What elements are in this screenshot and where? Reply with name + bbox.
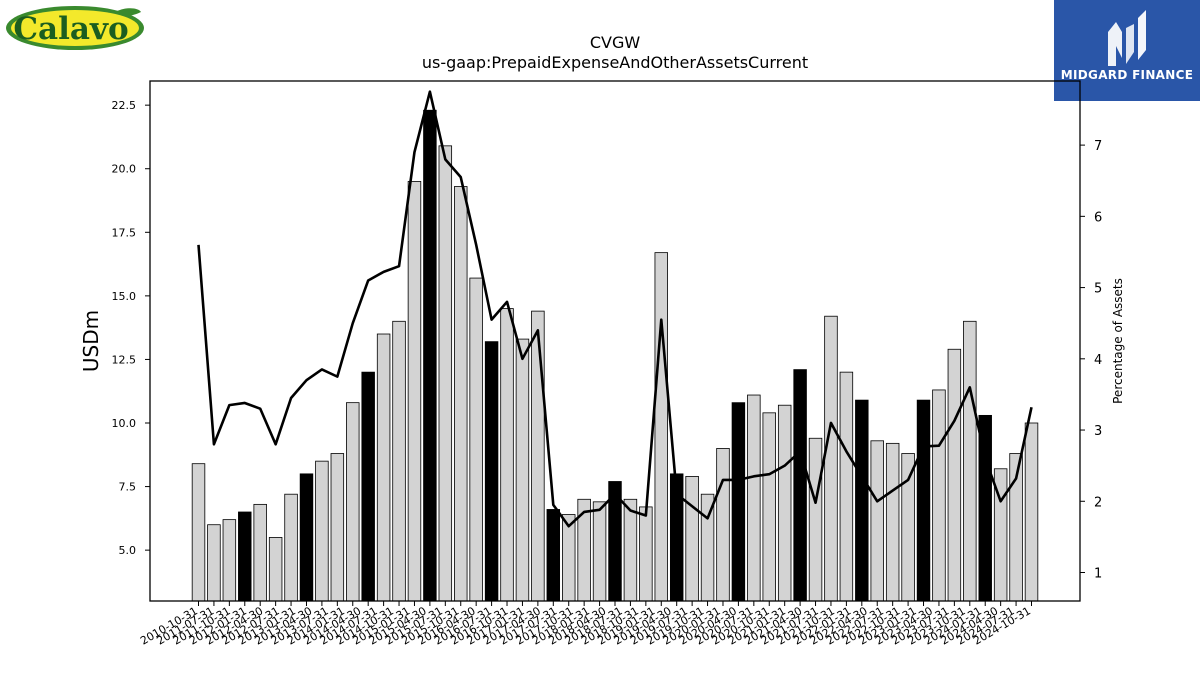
bar-2016-07-31 bbox=[546, 509, 561, 602]
y-axis-label: USDm bbox=[79, 310, 103, 372]
bar-2019-04-30 bbox=[716, 448, 730, 602]
bar-2012-07-31 bbox=[299, 473, 314, 602]
x-axis: 2010-10-312011-07-312011-10-312012-01-31… bbox=[138, 601, 1033, 648]
bar-2023-04-30 bbox=[963, 320, 977, 602]
bar-2021-04-30 bbox=[839, 371, 854, 602]
bar-2014-04-30 bbox=[407, 181, 422, 602]
bar-2015-07-31 bbox=[484, 341, 499, 602]
bar-2017-10-31 bbox=[623, 498, 638, 602]
y2-tick-label: 2 bbox=[1094, 495, 1102, 510]
bar-2018-04-30 bbox=[654, 252, 669, 602]
bar-2020-07-31 bbox=[793, 369, 807, 602]
bar-2016-10-31 bbox=[562, 514, 576, 602]
chart-subtitle: us-gaap:PrepaidExpenseAndOtherAssetsCurr… bbox=[422, 53, 808, 72]
y-tick-label: 10.0 bbox=[112, 417, 137, 430]
y2-axis-label: Percentage of Assets bbox=[1111, 278, 1125, 404]
bar-2016-04-30 bbox=[531, 310, 545, 602]
bar-2014-01-31 bbox=[392, 320, 406, 602]
bar-2019-07-31 bbox=[731, 402, 746, 602]
y-axis-left: 5.0 7.5 10.0 12.5 15.0 17.5 20.0 22.5 bbox=[112, 99, 150, 557]
midgard-m-icon bbox=[1108, 10, 1146, 66]
calavo-logo-text: Calavo bbox=[13, 11, 128, 47]
bar-2017-04-30 bbox=[592, 501, 607, 602]
y2-tick-label: 1 bbox=[1094, 567, 1102, 582]
bar-2013-10-31 bbox=[376, 333, 391, 602]
calavo-logo: Calavo bbox=[5, 4, 147, 52]
bar-2021-01-31 bbox=[824, 315, 838, 602]
y2-tick-label: 3 bbox=[1094, 424, 1102, 439]
bar-2013-04-30 bbox=[346, 402, 360, 602]
chart-title: CVGW bbox=[590, 33, 641, 52]
bars-layer bbox=[191, 109, 1039, 602]
bar-2012-04-30 bbox=[284, 493, 298, 602]
y-tick-label: 17.5 bbox=[112, 226, 137, 239]
midgard-finance-text: MIDGARD FINANCE bbox=[1060, 68, 1194, 82]
bar-2024-04-30 bbox=[1024, 422, 1039, 602]
bar-2020-04-30 bbox=[777, 404, 792, 602]
y2-tick-label: 5 bbox=[1094, 282, 1102, 297]
bar-2021-07-31 bbox=[855, 399, 869, 602]
bar-2011-04-30 bbox=[222, 519, 237, 602]
y2-tick-label: 4 bbox=[1094, 353, 1102, 368]
y2-tick-label: 7 bbox=[1094, 139, 1102, 154]
y-tick-label: 5.0 bbox=[119, 544, 137, 557]
y-tick-label: 12.5 bbox=[112, 353, 137, 366]
bar-2020-10-31 bbox=[808, 437, 823, 602]
bar-2019-10-31 bbox=[747, 394, 761, 602]
bar-2022-04-30 bbox=[901, 453, 915, 602]
bar-2016-01-31 bbox=[515, 338, 530, 602]
bar-2018-10-31 bbox=[685, 475, 699, 602]
percentage-line bbox=[197, 90, 1033, 528]
bar-2015-10-31 bbox=[500, 308, 514, 602]
bar-2014-10-31 bbox=[438, 145, 453, 602]
bar-2011-07-31 bbox=[238, 511, 252, 602]
bar-2023-01-31 bbox=[947, 348, 962, 602]
bar-2021-10-31 bbox=[870, 440, 884, 602]
bar-2013-07-31 bbox=[361, 371, 375, 602]
y-tick-label: 20.0 bbox=[112, 163, 137, 176]
midgard-finance-logo: MIDGARD FINANCE bbox=[1054, 0, 1200, 101]
bar-2022-01-31 bbox=[885, 442, 900, 602]
bar-2014-07-31 bbox=[423, 109, 437, 602]
bar-2013-01-31 bbox=[330, 453, 345, 602]
bar-2015-01-31 bbox=[454, 186, 468, 602]
bar-2011-10-31 bbox=[253, 503, 267, 602]
bar-2010-10-31 bbox=[191, 463, 206, 602]
y-tick-label: 22.5 bbox=[112, 99, 137, 112]
bar-2018-01-31 bbox=[639, 506, 653, 602]
y-tick-label: 7.5 bbox=[119, 481, 137, 494]
y-tick-label: 15.0 bbox=[112, 290, 137, 303]
bar-2012-01-31 bbox=[268, 537, 283, 602]
bar-2012-10-31 bbox=[315, 460, 329, 602]
bar-2020-01-31 bbox=[762, 412, 776, 602]
y2-tick-label: 6 bbox=[1094, 210, 1102, 225]
line-layer bbox=[197, 90, 1033, 528]
calavo-logo-mark: Calavo bbox=[6, 6, 144, 50]
bar-2015-04-30 bbox=[469, 277, 483, 602]
bar-2011-01-31 bbox=[207, 524, 221, 602]
y-axis-right: 1 2 3 4 5 6 7 bbox=[1080, 139, 1102, 582]
bar-2022-10-31 bbox=[932, 389, 946, 602]
bar-2022-07-31 bbox=[916, 399, 931, 602]
